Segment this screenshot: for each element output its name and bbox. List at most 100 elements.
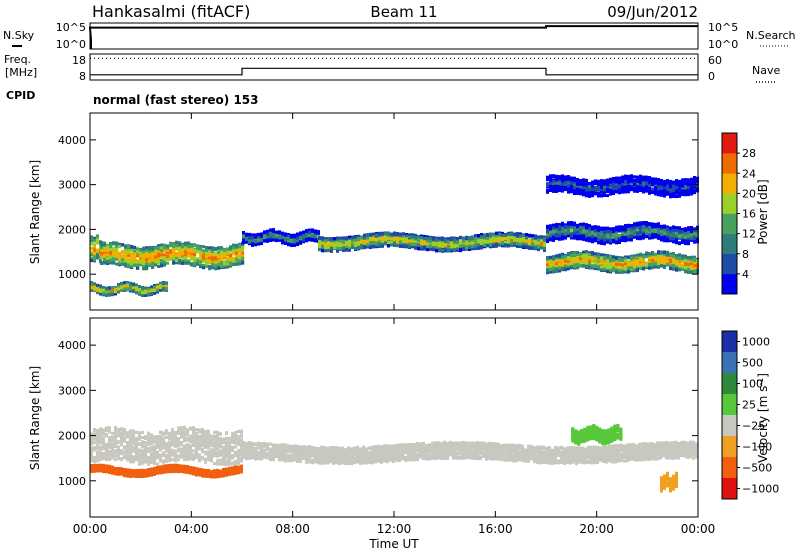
data-cell bbox=[263, 235, 266, 239]
data-cell bbox=[308, 228, 311, 232]
data-cell bbox=[453, 244, 456, 248]
data-cell bbox=[396, 232, 399, 235]
data-cell bbox=[260, 242, 263, 246]
data-cell bbox=[585, 261, 588, 265]
data-cell bbox=[531, 237, 534, 241]
data-cell bbox=[366, 245, 369, 249]
data-cell bbox=[238, 248, 242, 252]
data-cell bbox=[96, 256, 99, 260]
data-cell bbox=[232, 246, 236, 250]
data-cell bbox=[90, 242, 93, 246]
data-cell bbox=[675, 260, 678, 264]
data-cell bbox=[190, 257, 194, 261]
data-cell bbox=[147, 292, 150, 296]
data-cell bbox=[387, 237, 390, 240]
data-cell bbox=[345, 241, 348, 245]
data-cell bbox=[390, 240, 393, 244]
data-cell bbox=[226, 258, 230, 262]
data-cell bbox=[627, 268, 630, 272]
data-cell bbox=[144, 291, 147, 295]
data-cell bbox=[100, 261, 104, 265]
data-cell bbox=[429, 246, 432, 250]
data-cell bbox=[576, 259, 579, 263]
data-cell bbox=[531, 234, 534, 238]
data-cell bbox=[366, 243, 369, 247]
data-cell bbox=[202, 253, 206, 257]
data-cell bbox=[199, 252, 203, 256]
data-cell bbox=[447, 237, 450, 241]
data-cell bbox=[636, 253, 639, 257]
data-cell bbox=[153, 284, 156, 287]
data-cell bbox=[111, 287, 114, 290]
data-cell bbox=[663, 260, 666, 264]
data-cell bbox=[348, 240, 351, 243]
data-cell bbox=[93, 257, 96, 261]
data-cell bbox=[238, 262, 242, 266]
data-cell bbox=[160, 254, 164, 258]
data-cell bbox=[531, 240, 534, 244]
data-cell bbox=[495, 239, 498, 242]
data-cell bbox=[321, 238, 324, 242]
data-cell bbox=[117, 283, 120, 287]
data-cell bbox=[636, 268, 639, 272]
data-cell bbox=[232, 251, 236, 255]
data-cell bbox=[354, 247, 357, 250]
data-cell bbox=[242, 240, 245, 244]
data-cell bbox=[205, 252, 209, 256]
data-cell bbox=[618, 263, 621, 267]
data-cell bbox=[390, 232, 393, 236]
data-cell bbox=[399, 237, 402, 241]
data-cell bbox=[159, 288, 162, 292]
data-cell bbox=[184, 259, 188, 263]
noise-panel: N.Sky 10^5 10^0 10^5 10^0 N.Search bbox=[3, 21, 796, 51]
data-cell bbox=[112, 247, 116, 251]
data-cell bbox=[525, 239, 528, 243]
data-cell bbox=[513, 243, 516, 247]
data-cell bbox=[124, 246, 128, 250]
data-cell bbox=[123, 289, 126, 292]
data-cell bbox=[417, 247, 420, 251]
data-cell bbox=[528, 239, 531, 243]
data-cell bbox=[118, 259, 122, 262]
data-cell bbox=[160, 259, 164, 263]
data-cell bbox=[126, 287, 129, 291]
data-cell bbox=[142, 254, 146, 258]
data-cell bbox=[153, 285, 156, 289]
data-cell bbox=[242, 238, 245, 242]
data-cell bbox=[217, 255, 221, 259]
data-cell bbox=[269, 236, 272, 239]
data-cell bbox=[163, 244, 167, 248]
data-cell bbox=[214, 264, 218, 268]
data-cell bbox=[378, 233, 381, 237]
data-cell bbox=[190, 245, 194, 248]
data-cell bbox=[139, 254, 143, 258]
data-cell bbox=[293, 238, 296, 242]
data-cell bbox=[135, 291, 138, 295]
data-cell bbox=[423, 245, 426, 249]
data-cell bbox=[106, 257, 110, 261]
data-cell bbox=[543, 247, 546, 251]
data-cell bbox=[159, 284, 162, 288]
data-cell bbox=[666, 257, 669, 261]
data-cell bbox=[372, 235, 375, 238]
data-cell bbox=[166, 244, 170, 248]
data-cell bbox=[405, 239, 408, 243]
data-cell bbox=[321, 247, 324, 251]
data-cell bbox=[567, 267, 570, 271]
data-cell bbox=[260, 234, 263, 238]
data-cell bbox=[573, 254, 576, 257]
data-cell bbox=[669, 254, 672, 258]
data-cell bbox=[208, 250, 212, 254]
data-cell bbox=[591, 256, 594, 260]
data-cell bbox=[603, 267, 606, 271]
data-cell bbox=[190, 248, 194, 251]
data-cell bbox=[232, 244, 236, 248]
data-cell bbox=[483, 240, 486, 244]
data-cell bbox=[660, 251, 663, 255]
data-cell bbox=[522, 234, 525, 238]
data-cell bbox=[196, 257, 200, 261]
data-cell bbox=[420, 236, 423, 239]
data-cell bbox=[426, 242, 429, 246]
data-cell bbox=[444, 245, 447, 249]
data-cell bbox=[651, 259, 654, 262]
